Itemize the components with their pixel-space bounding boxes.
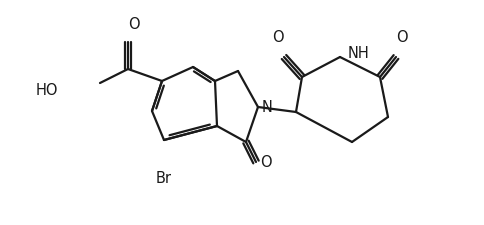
Text: O: O	[128, 17, 139, 32]
Text: HO: HO	[35, 83, 58, 98]
Text: O: O	[259, 155, 271, 170]
Text: O: O	[395, 30, 407, 45]
Text: Br: Br	[156, 170, 172, 185]
Text: N: N	[261, 100, 272, 115]
Text: NH: NH	[348, 46, 369, 61]
Text: O: O	[272, 30, 283, 45]
